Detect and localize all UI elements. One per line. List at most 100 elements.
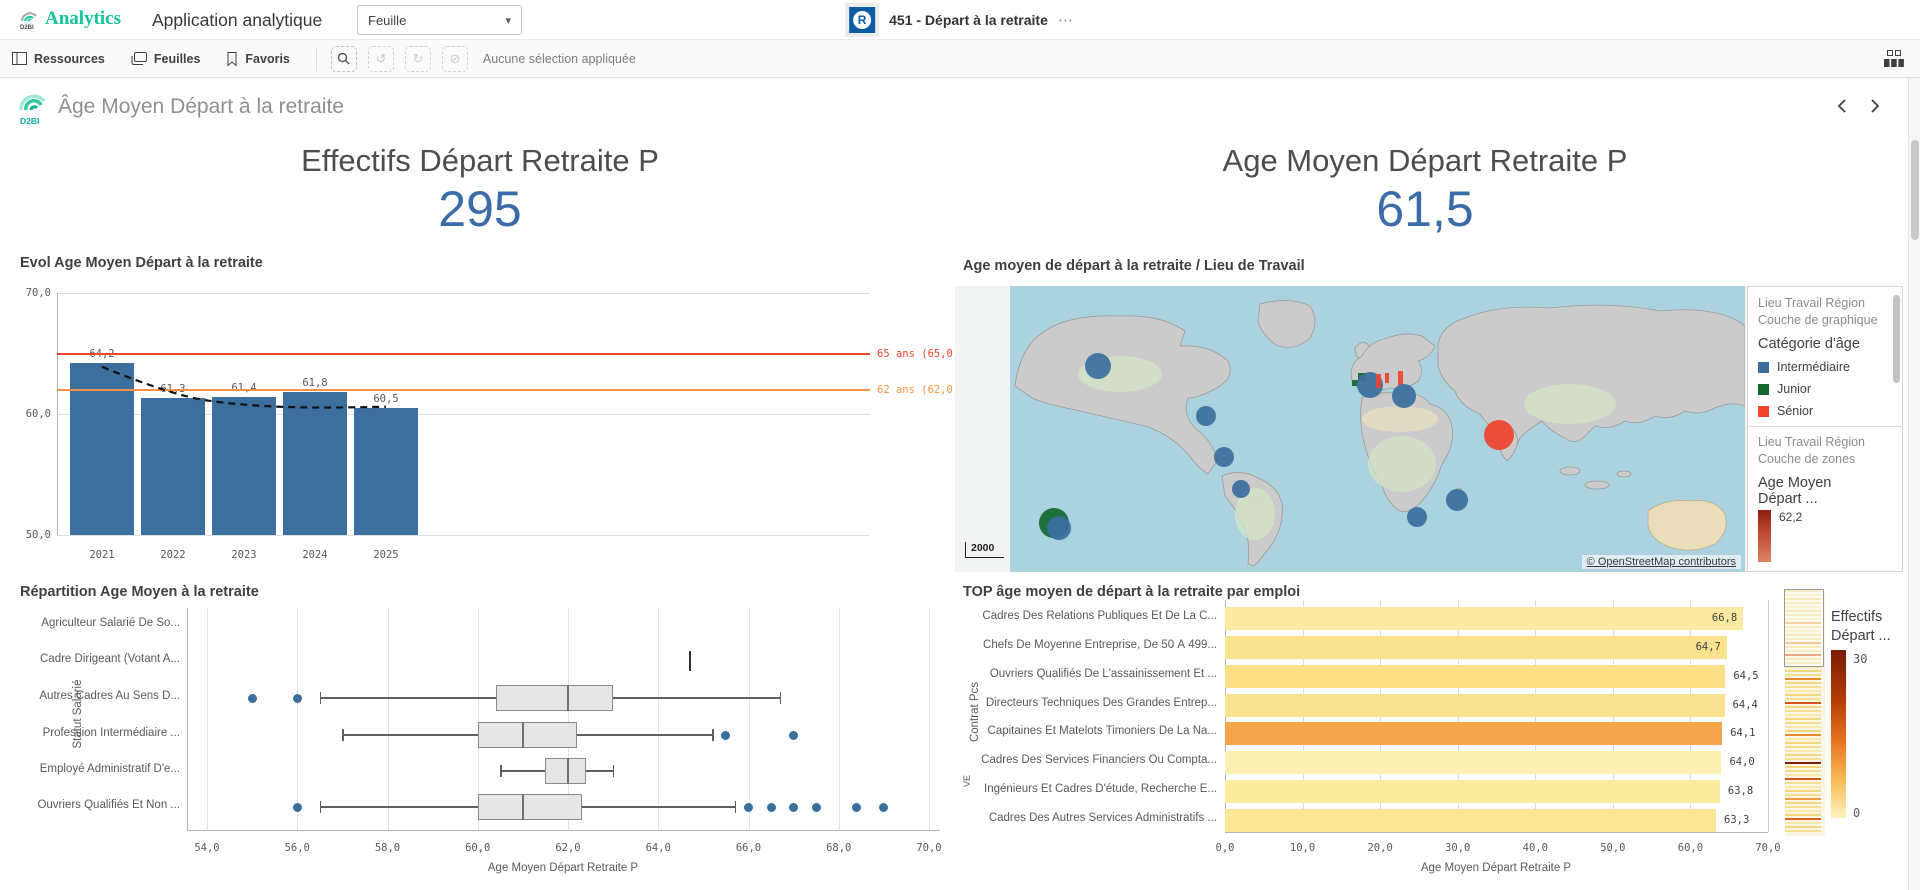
legend-item-junior[interactable]: Junior xyxy=(1758,382,1892,396)
minimap-stripe xyxy=(1785,698,1821,700)
legend-divider xyxy=(1748,426,1902,427)
outlier-dot[interactable] xyxy=(767,803,776,812)
map-bubble[interactable] xyxy=(1047,516,1071,540)
sheets-button[interactable]: Feuilles xyxy=(131,52,201,66)
legend-measure: Age Moyen xyxy=(1758,475,1892,491)
bar[interactable] xyxy=(1225,694,1725,717)
box[interactable] xyxy=(545,758,586,784)
box[interactable] xyxy=(478,794,582,820)
scrollbar-thumb[interactable] xyxy=(1911,140,1919,240)
resources-button[interactable]: Ressources xyxy=(12,52,105,66)
zone-max-value: 62,2 xyxy=(1779,510,1802,524)
sheets-icon xyxy=(131,52,147,65)
app-tab[interactable]: R 451 - Départ à la retraite ⋯ xyxy=(845,0,1075,40)
map-attribution[interactable]: © OpenStreetMap contributors xyxy=(1582,555,1741,569)
chart-title: Age moyen de départ à la retraite / Lieu… xyxy=(963,258,1305,274)
outlier-dot[interactable] xyxy=(789,731,798,740)
map-bubble[interactable] xyxy=(1376,374,1381,388)
bookmarks-button[interactable]: Favoris xyxy=(226,52,289,66)
box[interactable] xyxy=(496,685,613,711)
outlier-dot[interactable] xyxy=(293,694,302,703)
map-bubble[interactable] xyxy=(1398,371,1403,385)
chevron-left-icon[interactable] xyxy=(1835,98,1853,116)
map-bubble[interactable] xyxy=(1407,507,1427,527)
bar-value-label: 61,8 xyxy=(295,377,335,389)
minimap-stripe xyxy=(1785,770,1821,772)
analytics-logo[interactable]: D2BI Analytics xyxy=(18,7,121,31)
bar[interactable] xyxy=(212,397,276,535)
sheet-selector[interactable]: Feuille ▾ xyxy=(357,5,522,35)
bar[interactable] xyxy=(1225,636,1727,659)
bar[interactable] xyxy=(141,398,205,535)
evol-bar-chart[interactable]: Evol Age Moyen Départ à la retraite 70,0… xyxy=(0,248,955,578)
map-bubble[interactable] xyxy=(1196,406,1216,426)
boxplot-chart[interactable]: Répartition Age Moyen à la retraite 54,0… xyxy=(0,578,955,890)
legend-item-label: Junior xyxy=(1777,382,1811,396)
x-gridline xyxy=(839,608,840,830)
map-bubble[interactable] xyxy=(1085,353,1111,379)
undo-icon[interactable]: ↺ xyxy=(368,46,394,72)
page-scrollbar[interactable] xyxy=(1908,78,1920,890)
legend-color-swatch xyxy=(1758,406,1769,417)
outlier-dot[interactable] xyxy=(293,803,302,812)
map-bubble[interactable] xyxy=(1214,447,1234,467)
kpi-age-moyen[interactable]: Age Moyen Départ Retraite P 61,5 xyxy=(1000,142,1850,238)
minimap-stripe xyxy=(1785,702,1821,704)
y-axis-line xyxy=(57,293,58,535)
bar[interactable] xyxy=(354,408,418,535)
outlier-dot[interactable] xyxy=(744,803,753,812)
x-gridline xyxy=(749,608,750,830)
category-label: Ouvriers Qualifiés De L'assainissement E… xyxy=(963,668,1217,680)
kpi-effectifs[interactable]: Effectifs Départ Retraite P 295 xyxy=(60,142,900,238)
category-label: Cadres Des Services Financiers Ou Compta… xyxy=(963,754,1217,766)
minimap-stripe xyxy=(1785,818,1821,820)
legend-item-intermédiaire[interactable]: Intermédiaire xyxy=(1758,360,1892,374)
outlier-dot[interactable] xyxy=(879,803,888,812)
chart-title: Evol Age Moyen Départ à la retraite xyxy=(20,255,263,271)
bar[interactable] xyxy=(1225,780,1720,803)
map-bubble[interactable] xyxy=(1232,480,1250,498)
clear-selections-icon[interactable]: ⊘ xyxy=(442,46,468,72)
legend-scrollbar[interactable] xyxy=(1893,295,1900,383)
sheet-grid-icon[interactable] xyxy=(1884,50,1904,68)
bar[interactable] xyxy=(1225,722,1722,745)
box[interactable] xyxy=(478,722,577,748)
map-bubble[interactable] xyxy=(1392,384,1416,408)
map-tiles[interactable]: © OpenStreetMap contributors xyxy=(1010,286,1745,572)
category-label: Directeurs Techniques Des Grandes Entrep… xyxy=(963,697,1217,709)
legend-item-label: Sénior xyxy=(1777,404,1813,418)
bar[interactable] xyxy=(1225,809,1716,832)
kpi-title: Effectifs Départ Retraite P xyxy=(60,142,900,180)
category-label: Employé Administratif D'e... xyxy=(10,763,180,775)
legend-item-label: Intermédiaire xyxy=(1777,360,1850,374)
top-jobs-bar-chart[interactable]: TOP âge moyen de départ à la retraite pa… xyxy=(955,578,1908,890)
more-icon[interactable]: ⋯ xyxy=(1058,11,1075,29)
outlier-dot[interactable] xyxy=(789,803,798,812)
bar[interactable] xyxy=(1225,751,1721,774)
outlier-dot[interactable] xyxy=(721,731,730,740)
map-bubble[interactable] xyxy=(1446,489,1468,511)
bar[interactable] xyxy=(283,392,347,535)
map-chart[interactable]: Age moyen de départ à la retraite / Lieu… xyxy=(955,252,1908,574)
smart-search-icon[interactable] xyxy=(331,46,357,72)
median-line xyxy=(522,722,524,748)
outlier-dot[interactable] xyxy=(852,803,861,812)
map-bubble[interactable] xyxy=(1484,420,1514,450)
map-bubble[interactable] xyxy=(1385,373,1389,383)
minimap-window[interactable] xyxy=(1784,589,1824,667)
legend-measure: Catégorie d'âge xyxy=(1758,336,1892,352)
chevron-right-icon[interactable] xyxy=(1866,98,1884,116)
map-canvas[interactable]: © OpenStreetMap contributors 2000 Lieu T… xyxy=(955,286,1903,572)
map-legend[interactable]: Lieu Travail Région Couche de graphique … xyxy=(1747,286,1903,572)
minimap-stripe xyxy=(1785,826,1821,828)
x-tick-label: 60,0 xyxy=(1668,842,1712,854)
color-legend-title-2: Départ ... xyxy=(1831,628,1891,644)
redo-icon[interactable]: ↻ xyxy=(405,46,431,72)
bar[interactable] xyxy=(1225,607,1743,630)
outlier-dot[interactable] xyxy=(248,694,257,703)
legend-item-sénior[interactable]: Sénior xyxy=(1758,404,1892,418)
bar[interactable] xyxy=(1225,665,1725,688)
box-single-value[interactable] xyxy=(689,651,692,671)
x-tick-label: 62,0 xyxy=(546,842,590,854)
outlier-dot[interactable] xyxy=(812,803,821,812)
